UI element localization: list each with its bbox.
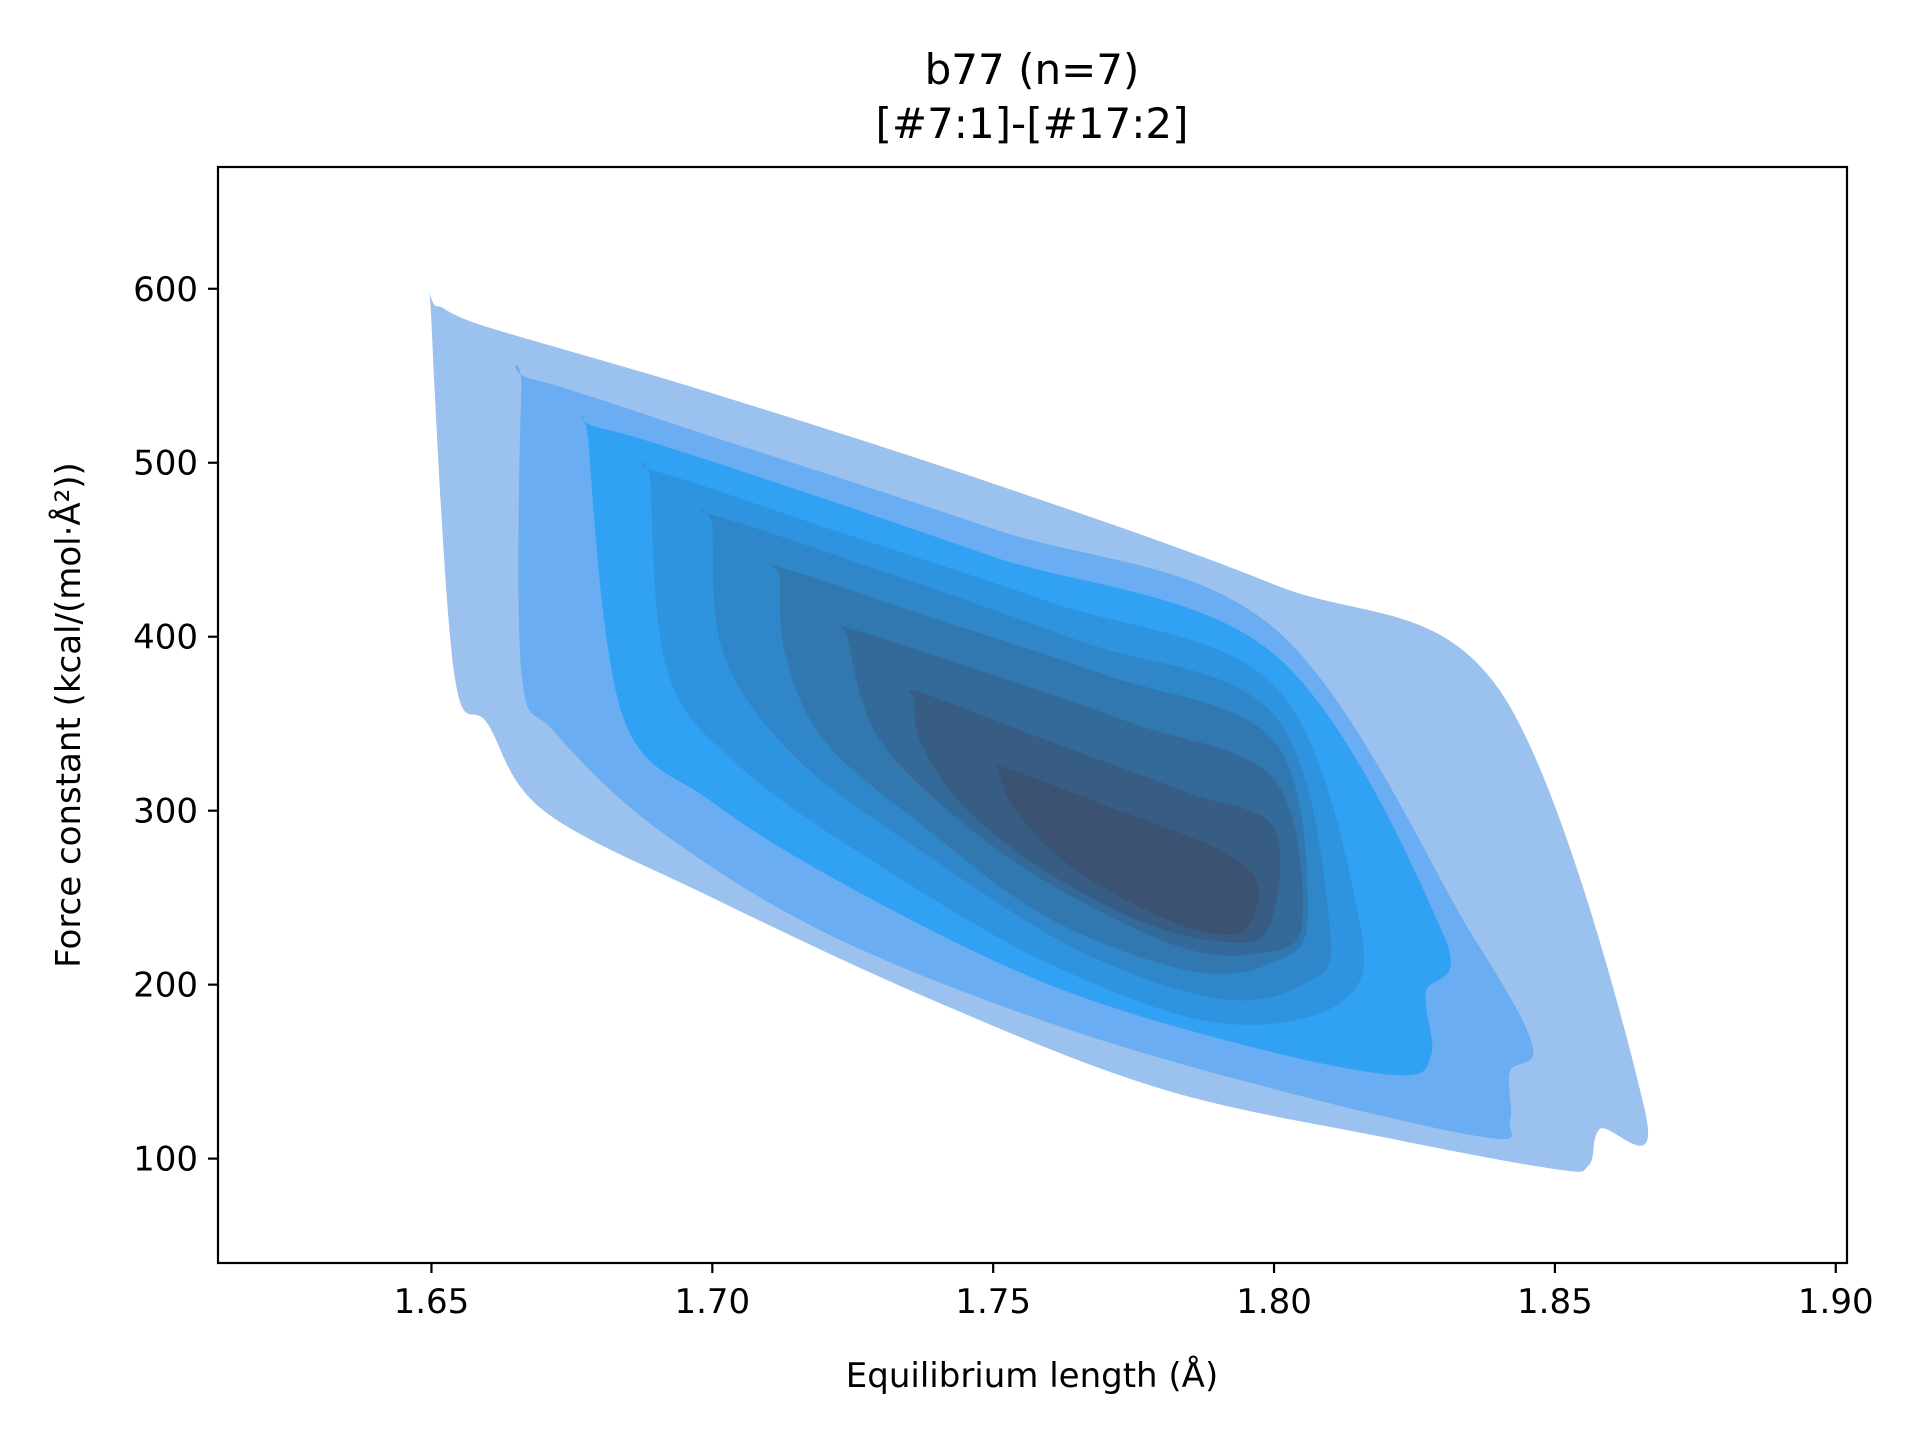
y-tick-label: 600 [133, 270, 198, 310]
y-axis-label: Force constant (kcal/(mol·Å²)) [48, 462, 89, 968]
x-axis-label: Equilibrium length (Å) [846, 1355, 1218, 1396]
density-contours [429, 290, 1649, 1172]
x-tick-label: 1.70 [674, 1282, 750, 1322]
x-tick-label: 1.85 [1517, 1282, 1593, 1322]
y-tick-label: 300 [133, 792, 198, 832]
x-tick-label: 1.65 [394, 1282, 470, 1322]
y-axis: 100 200 300 400 500 600 [133, 270, 218, 1180]
y-tick-label: 400 [133, 618, 198, 658]
x-tick-label: 1.80 [1236, 1282, 1312, 1322]
x-tick-label: 1.75 [955, 1282, 1031, 1322]
chart-subtitle: [#7:1]-[#17:2] [876, 99, 1189, 148]
y-tick-label: 100 [133, 1140, 198, 1180]
x-tick-label: 1.90 [1798, 1282, 1874, 1322]
x-axis: 1.65 1.70 1.75 1.80 1.85 1.90 [394, 1263, 1874, 1322]
contour-level-9 [994, 764, 1259, 935]
plot-frame [216, 165, 1849, 1265]
chart-title: b77 (n=7) [925, 45, 1140, 94]
y-tick-label: 500 [133, 444, 198, 484]
y-tick-label: 200 [133, 966, 198, 1006]
